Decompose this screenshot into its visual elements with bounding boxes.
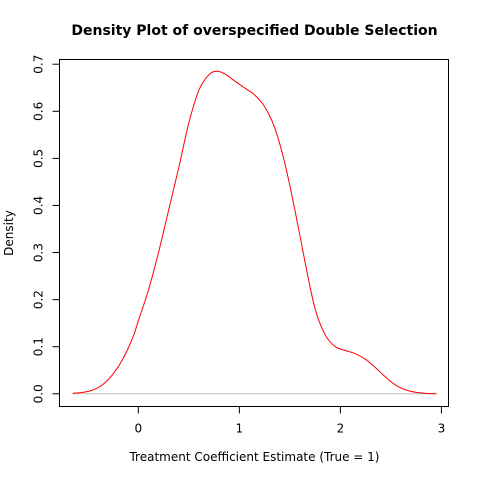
y-tick-label: 0.2 <box>32 290 46 309</box>
y-tick-label: 0.5 <box>32 149 46 168</box>
y-tick-label: 0.4 <box>32 196 46 215</box>
x-tick-label: 3 <box>438 422 446 436</box>
y-tick-label: 0.3 <box>32 243 46 262</box>
x-axis-label: Treatment Coefficient Estimate (True = 1… <box>128 450 379 464</box>
x-tick-label: 1 <box>236 422 244 436</box>
plot-frame <box>59 59 449 407</box>
y-tick-label: 0.0 <box>32 384 46 403</box>
density-curve <box>72 70 437 395</box>
x-axis: 0 1 2 3 <box>134 406 446 436</box>
y-tick-label: 0.7 <box>32 55 46 74</box>
y-tick-label: 0.6 <box>32 102 46 121</box>
chart-title: Density Plot of overspecified Double Sel… <box>71 23 437 39</box>
x-tick-label: 0 <box>134 422 142 436</box>
y-tick-label: 0.1 <box>32 337 46 356</box>
x-tick-label: 2 <box>337 422 345 436</box>
y-axis-label: Density <box>2 210 16 256</box>
y-axis: 0.0 0.1 0.2 0.3 0.4 0.5 0.6 0.7 <box>32 55 60 403</box>
